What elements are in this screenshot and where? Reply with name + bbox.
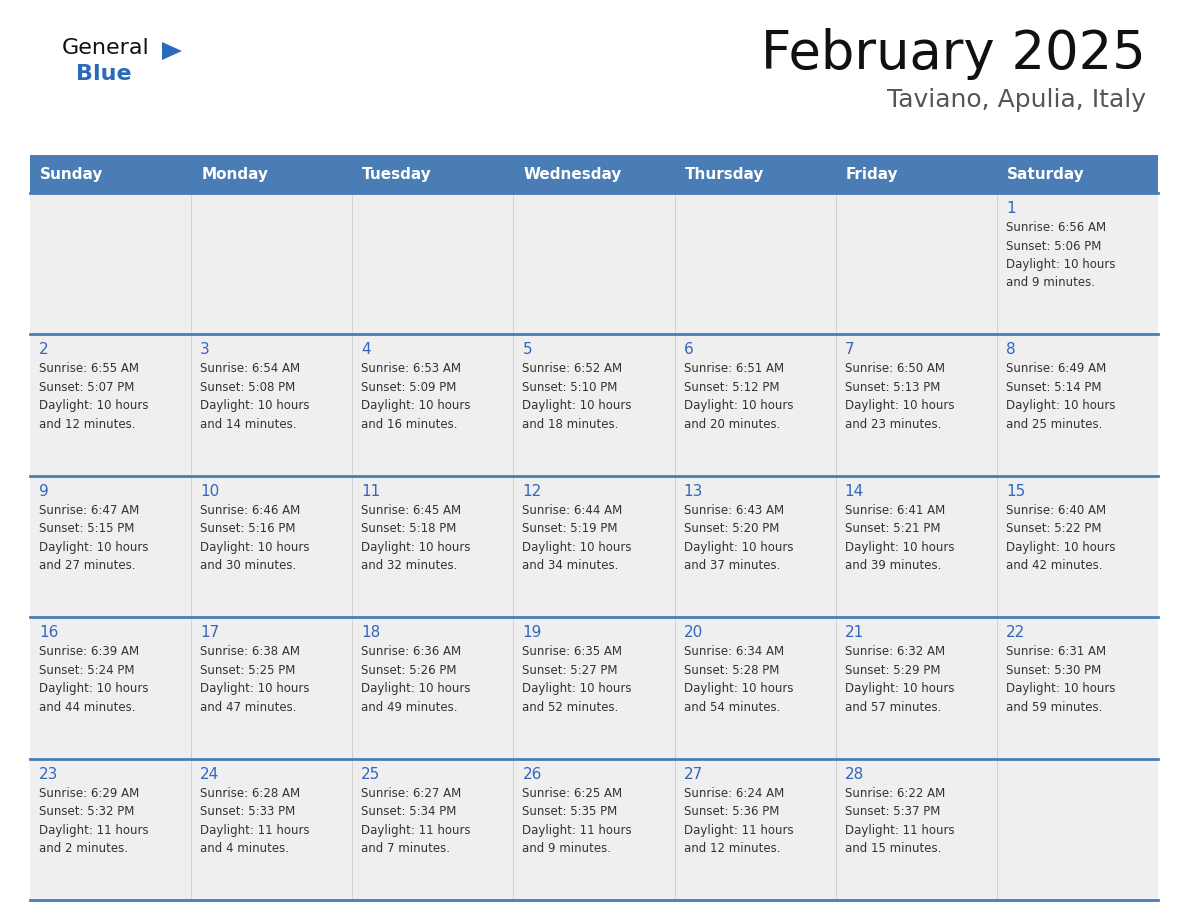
Text: Sunrise: 6:47 AM
Sunset: 5:15 PM
Daylight: 10 hours
and 27 minutes.: Sunrise: 6:47 AM Sunset: 5:15 PM Dayligh… xyxy=(39,504,148,572)
Text: Sunrise: 6:22 AM
Sunset: 5:37 PM
Daylight: 11 hours
and 15 minutes.: Sunrise: 6:22 AM Sunset: 5:37 PM Dayligh… xyxy=(845,787,954,855)
Text: Tuesday: Tuesday xyxy=(362,166,432,182)
Text: 3: 3 xyxy=(200,342,210,357)
Bar xyxy=(30,476,1158,617)
Text: 9: 9 xyxy=(39,484,49,498)
Text: Sunrise: 6:49 AM
Sunset: 5:14 PM
Daylight: 10 hours
and 25 minutes.: Sunrise: 6:49 AM Sunset: 5:14 PM Dayligh… xyxy=(1006,363,1116,431)
Text: 22: 22 xyxy=(1006,625,1025,640)
Text: 19: 19 xyxy=(523,625,542,640)
Text: Sunday: Sunday xyxy=(40,166,103,182)
Text: Sunrise: 6:38 AM
Sunset: 5:25 PM
Daylight: 10 hours
and 47 minutes.: Sunrise: 6:38 AM Sunset: 5:25 PM Dayligh… xyxy=(200,645,310,713)
Text: Wednesday: Wednesday xyxy=(524,166,621,182)
Text: Thursday: Thursday xyxy=(684,166,764,182)
Bar xyxy=(30,758,1158,900)
Text: Sunrise: 6:29 AM
Sunset: 5:32 PM
Daylight: 11 hours
and 2 minutes.: Sunrise: 6:29 AM Sunset: 5:32 PM Dayligh… xyxy=(39,787,148,855)
Text: 6: 6 xyxy=(683,342,694,357)
Text: Sunrise: 6:55 AM
Sunset: 5:07 PM
Daylight: 10 hours
and 12 minutes.: Sunrise: 6:55 AM Sunset: 5:07 PM Dayligh… xyxy=(39,363,148,431)
Text: Sunrise: 6:41 AM
Sunset: 5:21 PM
Daylight: 10 hours
and 39 minutes.: Sunrise: 6:41 AM Sunset: 5:21 PM Dayligh… xyxy=(845,504,954,572)
Text: Sunrise: 6:36 AM
Sunset: 5:26 PM
Daylight: 10 hours
and 49 minutes.: Sunrise: 6:36 AM Sunset: 5:26 PM Dayligh… xyxy=(361,645,470,713)
Text: Sunrise: 6:39 AM
Sunset: 5:24 PM
Daylight: 10 hours
and 44 minutes.: Sunrise: 6:39 AM Sunset: 5:24 PM Dayligh… xyxy=(39,645,148,713)
Text: Taviano, Apulia, Italy: Taviano, Apulia, Italy xyxy=(887,88,1146,112)
Text: 8: 8 xyxy=(1006,342,1016,357)
Text: Sunrise: 6:44 AM
Sunset: 5:19 PM
Daylight: 10 hours
and 34 minutes.: Sunrise: 6:44 AM Sunset: 5:19 PM Dayligh… xyxy=(523,504,632,572)
Text: 25: 25 xyxy=(361,767,380,781)
Text: Sunrise: 6:24 AM
Sunset: 5:36 PM
Daylight: 11 hours
and 12 minutes.: Sunrise: 6:24 AM Sunset: 5:36 PM Dayligh… xyxy=(683,787,794,855)
Text: 17: 17 xyxy=(200,625,220,640)
Text: 23: 23 xyxy=(39,767,58,781)
Text: Sunrise: 6:46 AM
Sunset: 5:16 PM
Daylight: 10 hours
and 30 minutes.: Sunrise: 6:46 AM Sunset: 5:16 PM Dayligh… xyxy=(200,504,310,572)
Text: Sunrise: 6:51 AM
Sunset: 5:12 PM
Daylight: 10 hours
and 20 minutes.: Sunrise: 6:51 AM Sunset: 5:12 PM Dayligh… xyxy=(683,363,794,431)
Text: Blue: Blue xyxy=(76,64,132,84)
Text: Saturday: Saturday xyxy=(1007,166,1085,182)
Text: Sunrise: 6:32 AM
Sunset: 5:29 PM
Daylight: 10 hours
and 57 minutes.: Sunrise: 6:32 AM Sunset: 5:29 PM Dayligh… xyxy=(845,645,954,713)
Text: 26: 26 xyxy=(523,767,542,781)
Text: 20: 20 xyxy=(683,625,703,640)
Text: 18: 18 xyxy=(361,625,380,640)
Text: Friday: Friday xyxy=(846,166,898,182)
Text: Sunrise: 6:34 AM
Sunset: 5:28 PM
Daylight: 10 hours
and 54 minutes.: Sunrise: 6:34 AM Sunset: 5:28 PM Dayligh… xyxy=(683,645,794,713)
Text: 4: 4 xyxy=(361,342,371,357)
Text: Sunrise: 6:25 AM
Sunset: 5:35 PM
Daylight: 11 hours
and 9 minutes.: Sunrise: 6:25 AM Sunset: 5:35 PM Dayligh… xyxy=(523,787,632,855)
Text: 14: 14 xyxy=(845,484,864,498)
Text: 16: 16 xyxy=(39,625,58,640)
Text: 5: 5 xyxy=(523,342,532,357)
Text: Sunrise: 6:28 AM
Sunset: 5:33 PM
Daylight: 11 hours
and 4 minutes.: Sunrise: 6:28 AM Sunset: 5:33 PM Dayligh… xyxy=(200,787,310,855)
Text: 2: 2 xyxy=(39,342,49,357)
Text: General: General xyxy=(62,38,150,58)
Bar xyxy=(30,155,1158,193)
Bar xyxy=(30,334,1158,476)
Text: Sunrise: 6:31 AM
Sunset: 5:30 PM
Daylight: 10 hours
and 59 minutes.: Sunrise: 6:31 AM Sunset: 5:30 PM Dayligh… xyxy=(1006,645,1116,713)
Text: Sunrise: 6:56 AM
Sunset: 5:06 PM
Daylight: 10 hours
and 9 minutes.: Sunrise: 6:56 AM Sunset: 5:06 PM Dayligh… xyxy=(1006,221,1116,289)
Text: 24: 24 xyxy=(200,767,220,781)
Text: 15: 15 xyxy=(1006,484,1025,498)
Bar xyxy=(30,193,1158,334)
Text: Sunrise: 6:52 AM
Sunset: 5:10 PM
Daylight: 10 hours
and 18 minutes.: Sunrise: 6:52 AM Sunset: 5:10 PM Dayligh… xyxy=(523,363,632,431)
Text: 13: 13 xyxy=(683,484,703,498)
Text: 11: 11 xyxy=(361,484,380,498)
Text: 28: 28 xyxy=(845,767,864,781)
Text: Monday: Monday xyxy=(201,166,268,182)
Text: 10: 10 xyxy=(200,484,220,498)
Text: 27: 27 xyxy=(683,767,703,781)
Text: Sunrise: 6:53 AM
Sunset: 5:09 PM
Daylight: 10 hours
and 16 minutes.: Sunrise: 6:53 AM Sunset: 5:09 PM Dayligh… xyxy=(361,363,470,431)
Text: 12: 12 xyxy=(523,484,542,498)
Text: Sunrise: 6:45 AM
Sunset: 5:18 PM
Daylight: 10 hours
and 32 minutes.: Sunrise: 6:45 AM Sunset: 5:18 PM Dayligh… xyxy=(361,504,470,572)
Polygon shape xyxy=(162,42,182,60)
Text: Sunrise: 6:27 AM
Sunset: 5:34 PM
Daylight: 11 hours
and 7 minutes.: Sunrise: 6:27 AM Sunset: 5:34 PM Dayligh… xyxy=(361,787,470,855)
Text: Sunrise: 6:54 AM
Sunset: 5:08 PM
Daylight: 10 hours
and 14 minutes.: Sunrise: 6:54 AM Sunset: 5:08 PM Dayligh… xyxy=(200,363,310,431)
Text: February 2025: February 2025 xyxy=(762,28,1146,80)
Bar xyxy=(30,617,1158,758)
Text: Sunrise: 6:35 AM
Sunset: 5:27 PM
Daylight: 10 hours
and 52 minutes.: Sunrise: 6:35 AM Sunset: 5:27 PM Dayligh… xyxy=(523,645,632,713)
Text: 7: 7 xyxy=(845,342,854,357)
Text: Sunrise: 6:40 AM
Sunset: 5:22 PM
Daylight: 10 hours
and 42 minutes.: Sunrise: 6:40 AM Sunset: 5:22 PM Dayligh… xyxy=(1006,504,1116,572)
Text: Sunrise: 6:50 AM
Sunset: 5:13 PM
Daylight: 10 hours
and 23 minutes.: Sunrise: 6:50 AM Sunset: 5:13 PM Dayligh… xyxy=(845,363,954,431)
Text: 21: 21 xyxy=(845,625,864,640)
Text: Sunrise: 6:43 AM
Sunset: 5:20 PM
Daylight: 10 hours
and 37 minutes.: Sunrise: 6:43 AM Sunset: 5:20 PM Dayligh… xyxy=(683,504,794,572)
Text: 1: 1 xyxy=(1006,201,1016,216)
